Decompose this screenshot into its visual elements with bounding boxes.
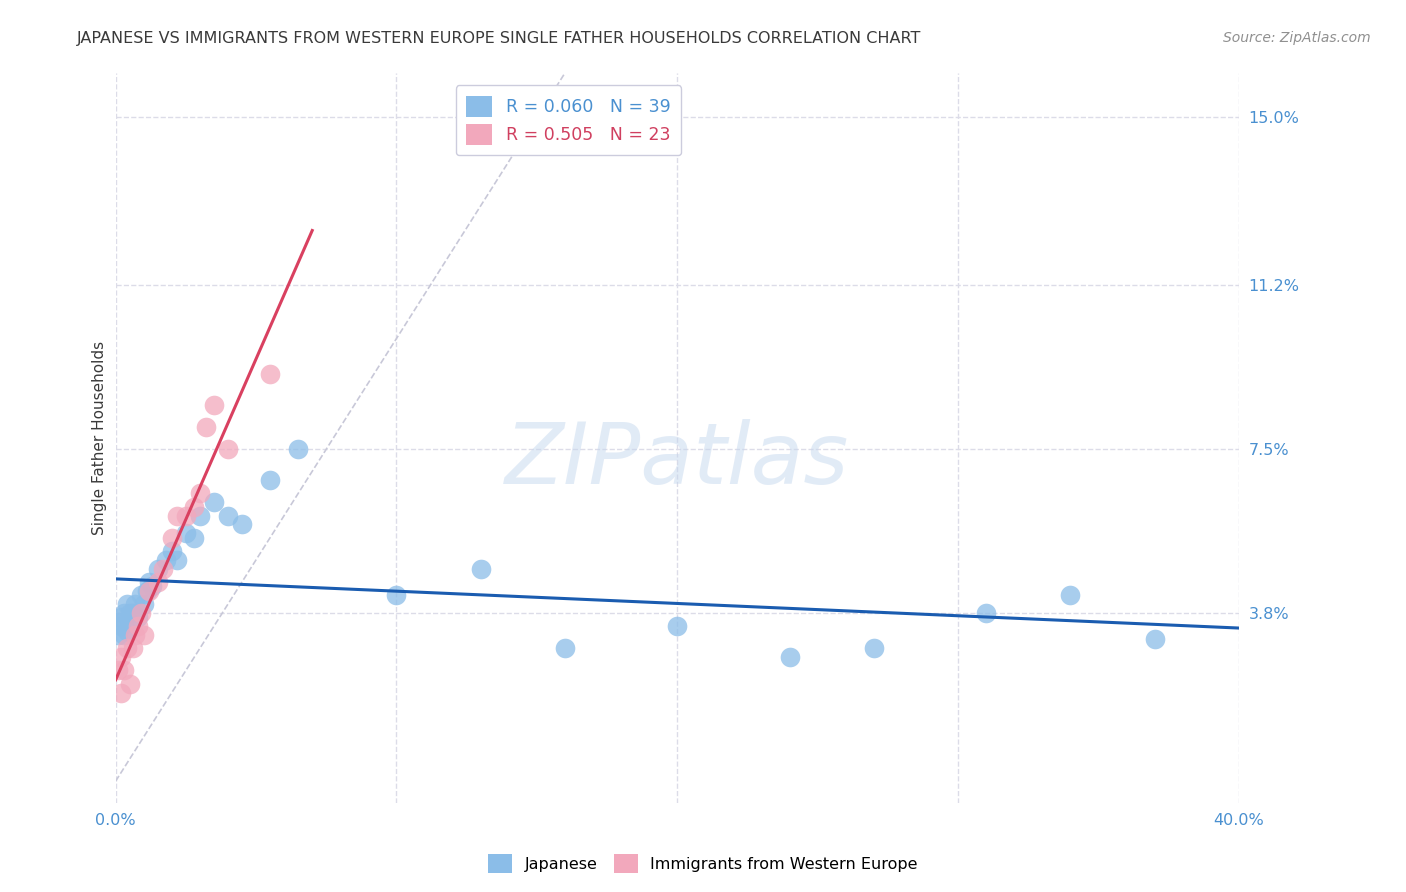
Legend: R = 0.060   N = 39, R = 0.505   N = 23: R = 0.060 N = 39, R = 0.505 N = 23 (456, 86, 682, 155)
Point (115, 641, 138, 656)
Text: ZIPatlas: ZIPatlas (505, 418, 849, 501)
Point (107, 628, 129, 642)
Point (155, 553, 177, 567)
Point (974, 606, 997, 620)
Point (112, 628, 135, 642)
Point (129, 588, 152, 602)
Point (118, 606, 141, 620)
Point (121, 641, 143, 656)
Point (231, 517, 253, 532)
Point (217, 508, 239, 523)
Point (121, 606, 143, 620)
Point (118, 615, 141, 629)
Point (188, 486, 211, 500)
Point (132, 628, 155, 642)
Y-axis label: Single Father Households: Single Father Households (93, 341, 107, 535)
Point (152, 562, 174, 576)
Legend: Japanese, Immigrants from Western Europe: Japanese, Immigrants from Western Europe (482, 847, 924, 880)
Point (217, 442, 239, 457)
Point (194, 420, 217, 434)
Point (138, 583, 160, 598)
Point (183, 531, 205, 545)
Point (863, 641, 886, 656)
Point (666, 619, 689, 633)
Point (166, 508, 188, 523)
Point (129, 606, 152, 620)
Point (115, 597, 138, 611)
Point (779, 650, 801, 665)
Point (135, 583, 157, 598)
Point (107, 615, 129, 629)
Point (132, 597, 155, 611)
Point (107, 664, 129, 678)
Point (124, 597, 146, 611)
Point (160, 544, 183, 558)
Point (110, 685, 132, 699)
Point (110, 619, 132, 633)
Point (138, 574, 160, 589)
Point (287, 442, 309, 457)
Point (146, 574, 169, 589)
Point (385, 588, 408, 602)
Point (259, 367, 281, 381)
Point (188, 508, 211, 523)
Point (141, 579, 163, 593)
Point (183, 500, 205, 514)
Point (470, 562, 492, 576)
Point (112, 664, 135, 678)
Point (166, 553, 188, 567)
Point (110, 650, 132, 665)
Point (202, 495, 225, 509)
Point (174, 526, 197, 541)
Point (127, 619, 149, 633)
Point (554, 641, 576, 656)
Text: Source: ZipAtlas.com: Source: ZipAtlas.com (1223, 31, 1371, 45)
Point (112, 606, 135, 620)
Point (115, 624, 138, 638)
Point (202, 398, 225, 412)
Point (160, 531, 183, 545)
Point (146, 562, 169, 576)
Point (124, 628, 146, 642)
Text: JAPANESE VS IMMIGRANTS FROM WESTERN EUROPE SINGLE FATHER HOUSEHOLDS CORRELATION : JAPANESE VS IMMIGRANTS FROM WESTERN EURO… (77, 31, 922, 46)
Point (127, 610, 149, 624)
Point (110, 610, 132, 624)
Point (118, 677, 141, 691)
Point (1143, 632, 1166, 647)
Point (259, 473, 281, 487)
Point (174, 508, 197, 523)
Point (1059, 588, 1081, 602)
